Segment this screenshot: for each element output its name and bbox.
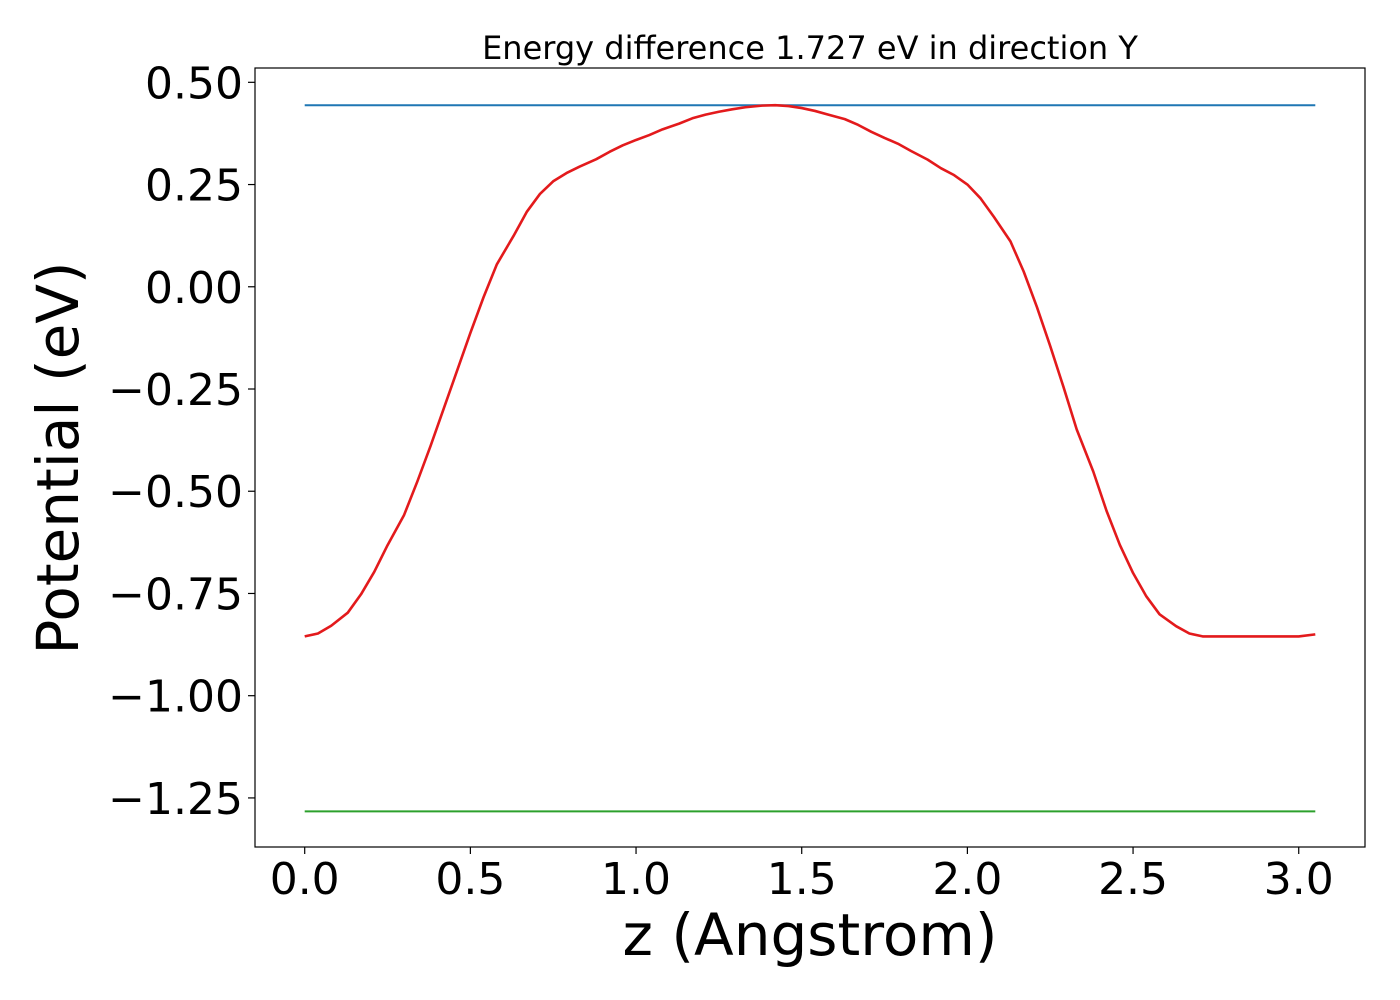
y-tick-label: 0.50 (145, 58, 243, 109)
y-tick-label: −0.50 (108, 467, 243, 518)
x-tick-label: 1.5 (767, 854, 837, 905)
y-tick-label: −1.25 (108, 774, 243, 825)
x-tick-label: 0.0 (270, 854, 340, 905)
y-tick-label: −0.75 (108, 569, 243, 620)
x-axis-label: z (Angstrom) (623, 901, 998, 969)
x-axis-ticks: 0.0 0.5 1.0 1.5 2.0 2.5 3.0 (270, 847, 1334, 905)
series-layer (304, 103, 1316, 813)
y-axis-label: Potential (eV) (24, 261, 92, 654)
y-tick-label: 0.00 (145, 263, 243, 314)
x-tick-label: 0.5 (435, 854, 505, 905)
y-tick-label: 0.25 (145, 161, 243, 212)
x-tick-label: 2.0 (932, 854, 1002, 905)
y-tick-label: −1.00 (108, 672, 243, 723)
series-line-2 (304, 103, 1316, 638)
plot-frame (254, 67, 1366, 848)
x-tick-label: 1.0 (601, 854, 671, 905)
chart-title: Energy difference 1.727 eV in direction … (482, 29, 1138, 67)
y-axis-ticks: 0.50 0.25 0.00 −0.25 −0.50 −0.75 −1.00 −1.25 (108, 58, 255, 825)
y-tick-label: −0.25 (108, 365, 243, 416)
x-tick-label: 3.0 (1264, 854, 1334, 905)
x-tick-label: 2.5 (1098, 854, 1168, 905)
